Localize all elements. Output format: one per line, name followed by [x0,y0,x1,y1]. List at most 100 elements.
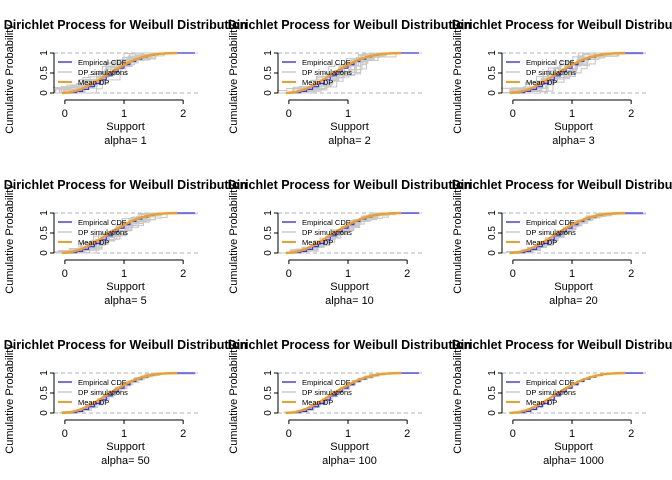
y-tick-label: 1 [487,210,498,216]
chart-subtitle: alpha= 1000 [543,455,604,467]
y-tick-label: 1 [39,210,50,216]
mean-dp-line [285,371,402,415]
chart-subtitle: alpha= 2 [328,135,371,147]
x-tick-label: 1 [569,268,575,280]
legend-label: Mean DP [526,78,557,87]
chart-panel-8: 0 0.5 1 0 1 2 Support alpha= 100 Cumulative Prob… [228,338,472,467]
x-tick-label: 1 [345,428,351,440]
x-tick-label: 2 [180,268,186,280]
legend-label: Mean DP [526,238,557,247]
dp-simulations [277,52,422,94]
chart-title: Dirichlet Process for Weibull Distributi… [452,178,672,192]
y-tick-label: 0.5 [263,226,274,240]
legend-label: Mean DP [78,398,109,407]
legend-label: Empirical CDF [302,58,351,67]
chart-panel-6: 0 0.5 1 0 1 2 Support alpha= 20 Cumulative Proba… [452,178,672,307]
dp-simulations [53,212,198,254]
x-axis-label: Support [330,281,369,293]
x-tick-label: 0 [286,268,292,280]
legend-label: Mean DP [78,238,109,247]
x-tick-label: 0 [510,108,516,120]
legend-label: DP simulations [302,68,352,77]
x-tick-label: 1 [121,108,127,120]
mean-dp-line [285,51,402,95]
x-tick-label: 0 [286,428,292,440]
chart-title: Dirichlet Process for Weibull Distributi… [4,338,248,352]
dp-simulation-path [293,52,422,94]
y-axis-label: Cumulative Probability [4,184,16,294]
y-axis-label: Cumulative Probability [452,344,464,454]
x-tick-label: 1 [569,428,575,440]
y-axis-label: Cumulative Probability [452,24,464,134]
legend-label: Mean DP [302,238,333,247]
x-tick-label: 0 [286,108,292,120]
x-axis-label: Support [554,441,593,453]
y-tick-label: 1 [39,370,50,376]
x-tick-label: 1 [345,108,351,120]
chart-panel-5: 0 0.5 1 0 1 2 Support alpha= 10 Cumulative Proba… [228,178,472,307]
y-tick-label: 0.5 [487,66,498,80]
legend-label: Empirical CDF [78,218,127,227]
x-tick-label: 2 [180,428,186,440]
y-tick-label: 0.5 [263,386,274,400]
chart-subtitle: alpha= 100 [322,455,377,467]
x-tick-label: 1 [569,108,575,120]
chart-subtitle: alpha= 20 [549,295,598,307]
y-tick-label: 0.5 [487,226,498,240]
x-tick-label: 1 [121,268,127,280]
x-tick-label: 2 [628,108,634,120]
x-tick-label: 0 [62,268,68,280]
chart-subtitle: alpha= 10 [325,295,374,307]
x-tick-label: 1 [121,428,127,440]
mean-dp-line [509,211,626,255]
legend-label: Empirical CDF [526,58,575,67]
chart-panel-9: 0 0.5 1 0 1 2 Support alpha= 1000 Cumulative Pro… [452,338,672,467]
x-axis-label: Support [554,281,593,293]
chart-title: Dirichlet Process for Weibull Distributi… [452,338,672,352]
chart-subtitle: alpha= 5 [104,295,147,307]
x-tick-label: 0 [62,108,68,120]
dp-simulation-path [55,52,189,93]
y-tick-label: 0 [487,90,498,96]
chart-title: Dirichlet Process for Weibull Distributi… [4,18,248,32]
y-tick-label: 1 [263,370,274,376]
dp-simulation-path [519,52,646,94]
y-axis-label: Cumulative Probability [4,24,16,134]
chart-title: Dirichlet Process for Weibull Distributi… [452,18,672,32]
mean-dp-line [509,51,626,95]
legend-label: Empirical CDF [302,218,351,227]
chart-panel-1: 0 0.5 1 0 1 2 Support alpha= 1 Cumulative Probab… [4,18,248,147]
mean-dp-line [285,211,402,255]
legend-label: Mean DP [302,398,333,407]
chart-panel-7: 0 0.5 1 0 1 2 Support alpha= 50 Cumulative Proba… [4,338,248,467]
legend-label: Empirical CDF [302,378,351,387]
y-tick-label: 1 [39,50,50,56]
x-axis-label: Support [106,281,145,293]
y-tick-label: 1 [487,370,498,376]
y-tick-label: 0.5 [39,226,50,240]
y-axis-label: Cumulative Probability [228,24,240,134]
legend-label: Mean DP [78,78,109,87]
mean-dp-line [509,371,626,415]
legend-label: Mean DP [302,78,333,87]
legend-label: DP simulations [526,388,576,397]
x-axis-label: Support [106,121,145,133]
y-tick-label: 1 [487,50,498,56]
chart-title: Dirichlet Process for Weibull Distributi… [228,178,472,192]
y-tick-label: 0 [487,250,498,256]
y-axis-label: Cumulative Probability [4,344,16,454]
y-axis-label: Cumulative Probability [228,184,240,294]
dp-simulation-path [57,212,192,253]
x-tick-label: 2 [404,428,410,440]
x-axis-label: Support [554,121,593,133]
y-tick-label: 0 [263,410,274,416]
